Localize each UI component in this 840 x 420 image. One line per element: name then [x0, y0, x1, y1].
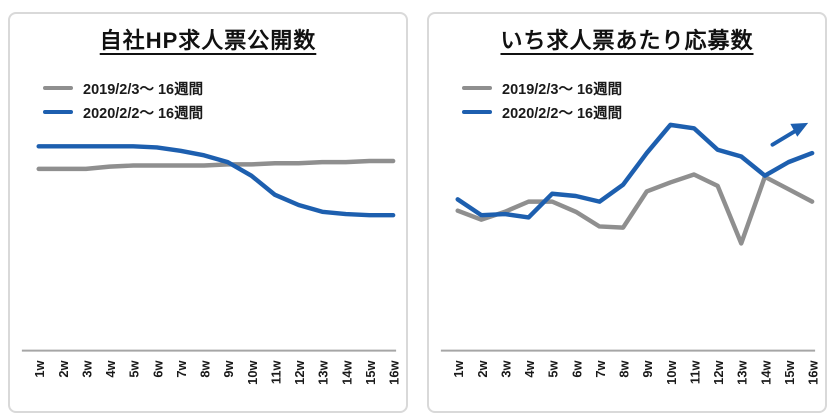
- x-axis-label: 16w: [387, 360, 402, 385]
- x-axis-label: 13w: [735, 360, 750, 385]
- x-axis-label: 2w: [56, 360, 71, 378]
- x-axis-label: 5w: [127, 360, 142, 378]
- legend-left: 2019/2/3～ 16週間 2020/2/2～ 16週間: [43, 76, 203, 124]
- legend-swatch-2020: [43, 110, 73, 114]
- x-axis-label: 11w: [687, 360, 702, 385]
- x-axis-label: 15w: [782, 360, 797, 385]
- chart-title-left: 自社HP求人票公開数: [99, 28, 317, 53]
- legend-label-2019: 2019/2/3～ 16週間: [502, 81, 623, 98]
- x-axis-label: 1w: [451, 360, 466, 378]
- x-axis-label: 10w: [245, 360, 260, 385]
- legend-label-2019: 2019/2/3～ 16週間: [83, 81, 204, 98]
- series-line-0: [455, 172, 815, 246]
- x-axis-label: 4w: [103, 360, 118, 378]
- x-axis-label: 4w: [522, 360, 537, 378]
- x-axis-label: 9w: [221, 360, 236, 378]
- trend-arrow-icon: [770, 127, 800, 147]
- x-axis-label: 14w: [758, 360, 773, 385]
- line-chart-right: 1w 2w 3w 4w 5w 6w 7w 8w 9w 10w 11w 12w 13w 14w 15w 16w: [440, 122, 821, 385]
- legend-swatch-2019: [43, 86, 73, 90]
- series-line-0: [36, 158, 396, 172]
- x-axis-label: 7w: [593, 360, 608, 378]
- x-axis-label: 7w: [174, 360, 189, 378]
- series-line-1: [455, 122, 815, 220]
- x-axis-label: 14w: [339, 360, 354, 385]
- legend-item-2019: 2019/2/3～ 16週間: [462, 76, 622, 100]
- x-axis-label: 8w: [617, 360, 632, 378]
- x-axis-label: 12w: [711, 360, 726, 385]
- x-axis-label: 10w: [664, 360, 679, 385]
- x-axis-label: 12w: [292, 360, 307, 385]
- chart-title-right: いち求人票あたり応募数: [500, 28, 754, 53]
- x-axis-label: 1w: [32, 360, 47, 378]
- legend-right: 2019/2/3～ 16週間 2020/2/2～ 16週間: [462, 76, 622, 124]
- x-axis-label: 3w: [79, 360, 94, 378]
- chart-card-left: 1w 2w 3w 4w 5w 6w 7w 8w 9w 10w 11w 12w 13w 14w 15w 16w …: [8, 12, 408, 413]
- x-axis-label: 3w: [498, 360, 513, 378]
- x-axis-label: 15w: [363, 360, 378, 385]
- series-line-1: [36, 144, 396, 218]
- trend-arrow-head-icon: [790, 122, 809, 137]
- legend-item-2019: 2019/2/3～ 16週間: [43, 76, 203, 100]
- x-axis-label: 2w: [475, 360, 490, 378]
- x-axis-label: 9w: [640, 360, 655, 378]
- legend-swatch-2020: [462, 110, 492, 114]
- x-axis-label: 8w: [198, 360, 213, 378]
- legend-swatch-2019: [462, 86, 492, 90]
- legend-label-2020: 2020/2/2～ 16週間: [83, 105, 204, 122]
- x-axis-label: 13w: [316, 360, 331, 385]
- x-axis-label: 16w: [806, 360, 821, 385]
- x-axis-label: 6w: [569, 360, 584, 378]
- chart-card-right: 1w 2w 3w 4w 5w 6w 7w 8w 9w 10w 11w 12w 13w 14w 15w 16w …: [427, 12, 827, 413]
- line-chart-left: 1w 2w 3w 4w 5w 6w 7w 8w 9w 10w 11w 12w 13w 14w 15w 16w: [21, 144, 402, 385]
- x-axis-label: 5w: [546, 360, 561, 378]
- legend-item-2020: 2020/2/2～ 16週間: [462, 100, 622, 124]
- legend-item-2020: 2020/2/2～ 16週間: [43, 100, 203, 124]
- legend-label-2020: 2020/2/2～ 16週間: [502, 105, 623, 122]
- x-axis-label: 11w: [268, 360, 283, 385]
- x-axis-label: 6w: [150, 360, 165, 378]
